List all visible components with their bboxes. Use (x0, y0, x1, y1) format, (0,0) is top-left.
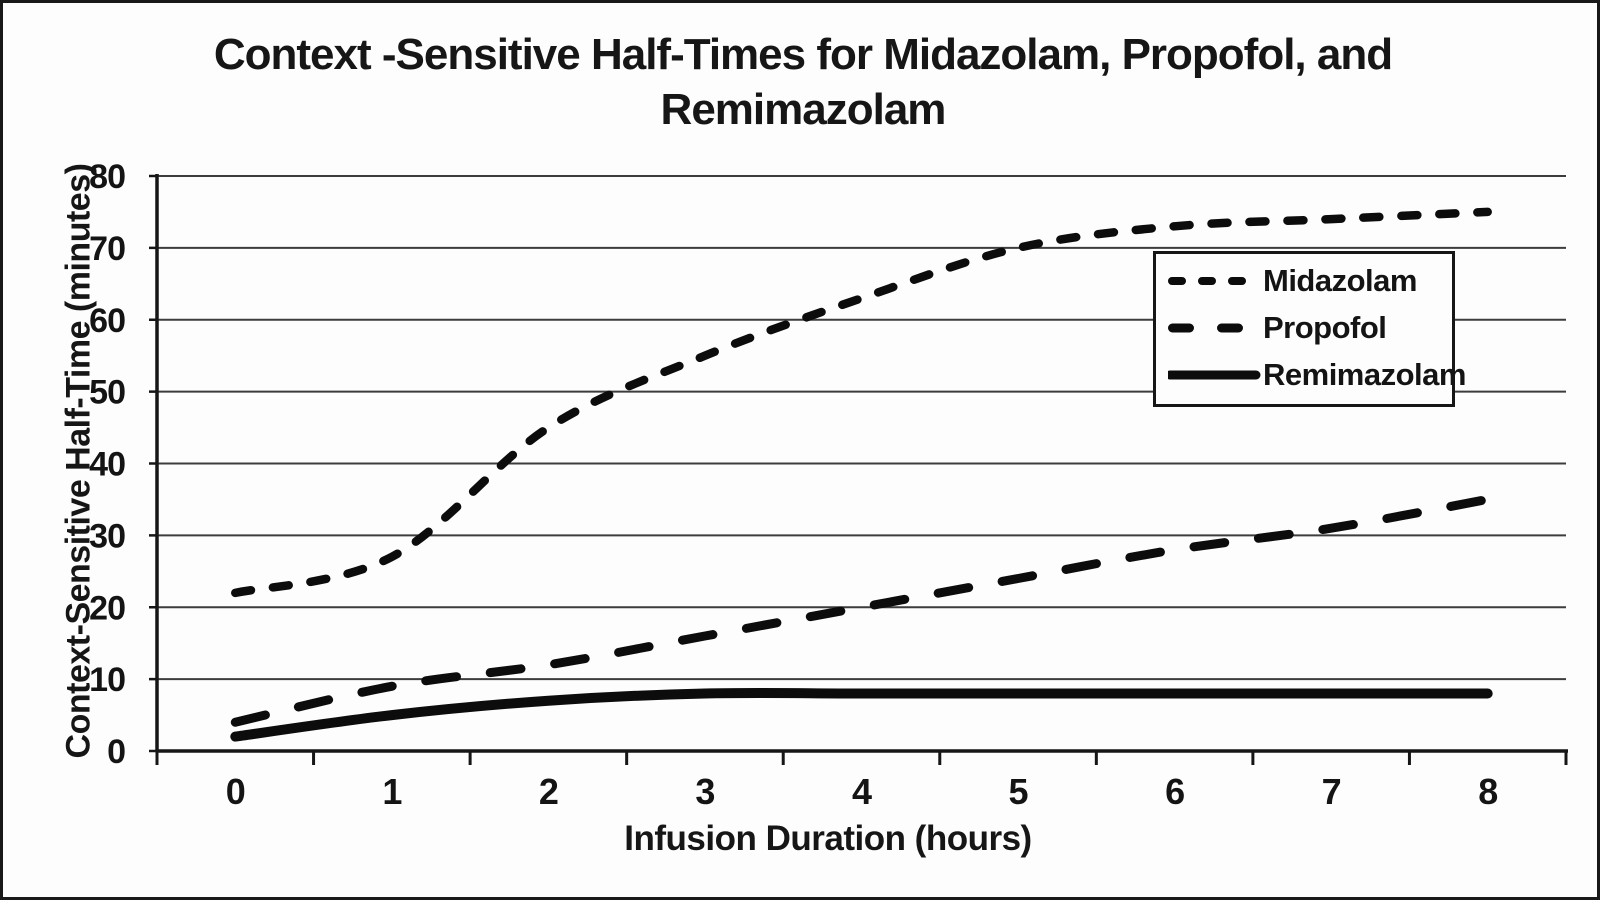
y-tick-label-70: 70 (89, 230, 125, 268)
x-tick-label-5: 5 (1009, 771, 1029, 812)
y-tick-label-60: 60 (89, 302, 125, 340)
plot-area: 0 10 20 30 40 50 60 70 80 0 1 2 3 4 5 6 7 8 (89, 158, 1568, 812)
legend-label-midazolam: Midazolam (1263, 263, 1417, 299)
y-tick-label-40: 40 (89, 446, 125, 484)
y-tick-label-30: 30 (89, 517, 125, 555)
legend-item-propofol: Propofol (1168, 310, 1452, 346)
y-tick-label-50: 50 (89, 374, 125, 412)
series-line-propofol (230, 494, 1493, 727)
y-tick-label-10: 10 (89, 661, 125, 699)
y-tick-label-80: 80 (89, 158, 125, 196)
legend-line-sample-propofol (1168, 323, 1243, 333)
x-tick-label-6: 6 (1165, 771, 1184, 812)
legend-line-sample-remimazolam (1168, 370, 1261, 380)
legend-line-sample-midazolam (1168, 277, 1246, 286)
legend-item-midazolam: Midazolam (1168, 263, 1452, 299)
legend-label-remimazolam: Remimazolam (1263, 356, 1466, 392)
y-tick-label-0: 0 (107, 733, 125, 771)
x-tick-label-4: 4 (852, 771, 872, 812)
x-tick-label-7: 7 (1322, 771, 1341, 812)
y-tick-label-20: 20 (89, 589, 125, 627)
legend: Midazolam Propofol Remimazolam (1153, 251, 1466, 407)
x-axis-title: Infusion Duration (hours) (624, 819, 1032, 858)
x-tick-label-1: 1 (382, 771, 402, 812)
x-tick-label-0: 0 (226, 771, 245, 812)
series-line-midazolam (231, 207, 1492, 598)
x-tick-label-2: 2 (539, 771, 558, 812)
x-tick-label-8: 8 (1478, 771, 1497, 812)
chart-title-line1: Context -Sensitive Half-Times for Midazo… (213, 30, 1393, 79)
chart-title-line2: Remimazolam (660, 85, 947, 134)
legend-label-propofol: Propofol (1263, 309, 1387, 345)
legend-item-remimazolam: Remimazolam (1168, 357, 1466, 393)
chart-title: Context -Sensitive Half-Times for Midazo… (3, 27, 1597, 137)
series-line-remimazolam (230, 687, 1493, 742)
x-tick-label-3: 3 (695, 771, 714, 812)
